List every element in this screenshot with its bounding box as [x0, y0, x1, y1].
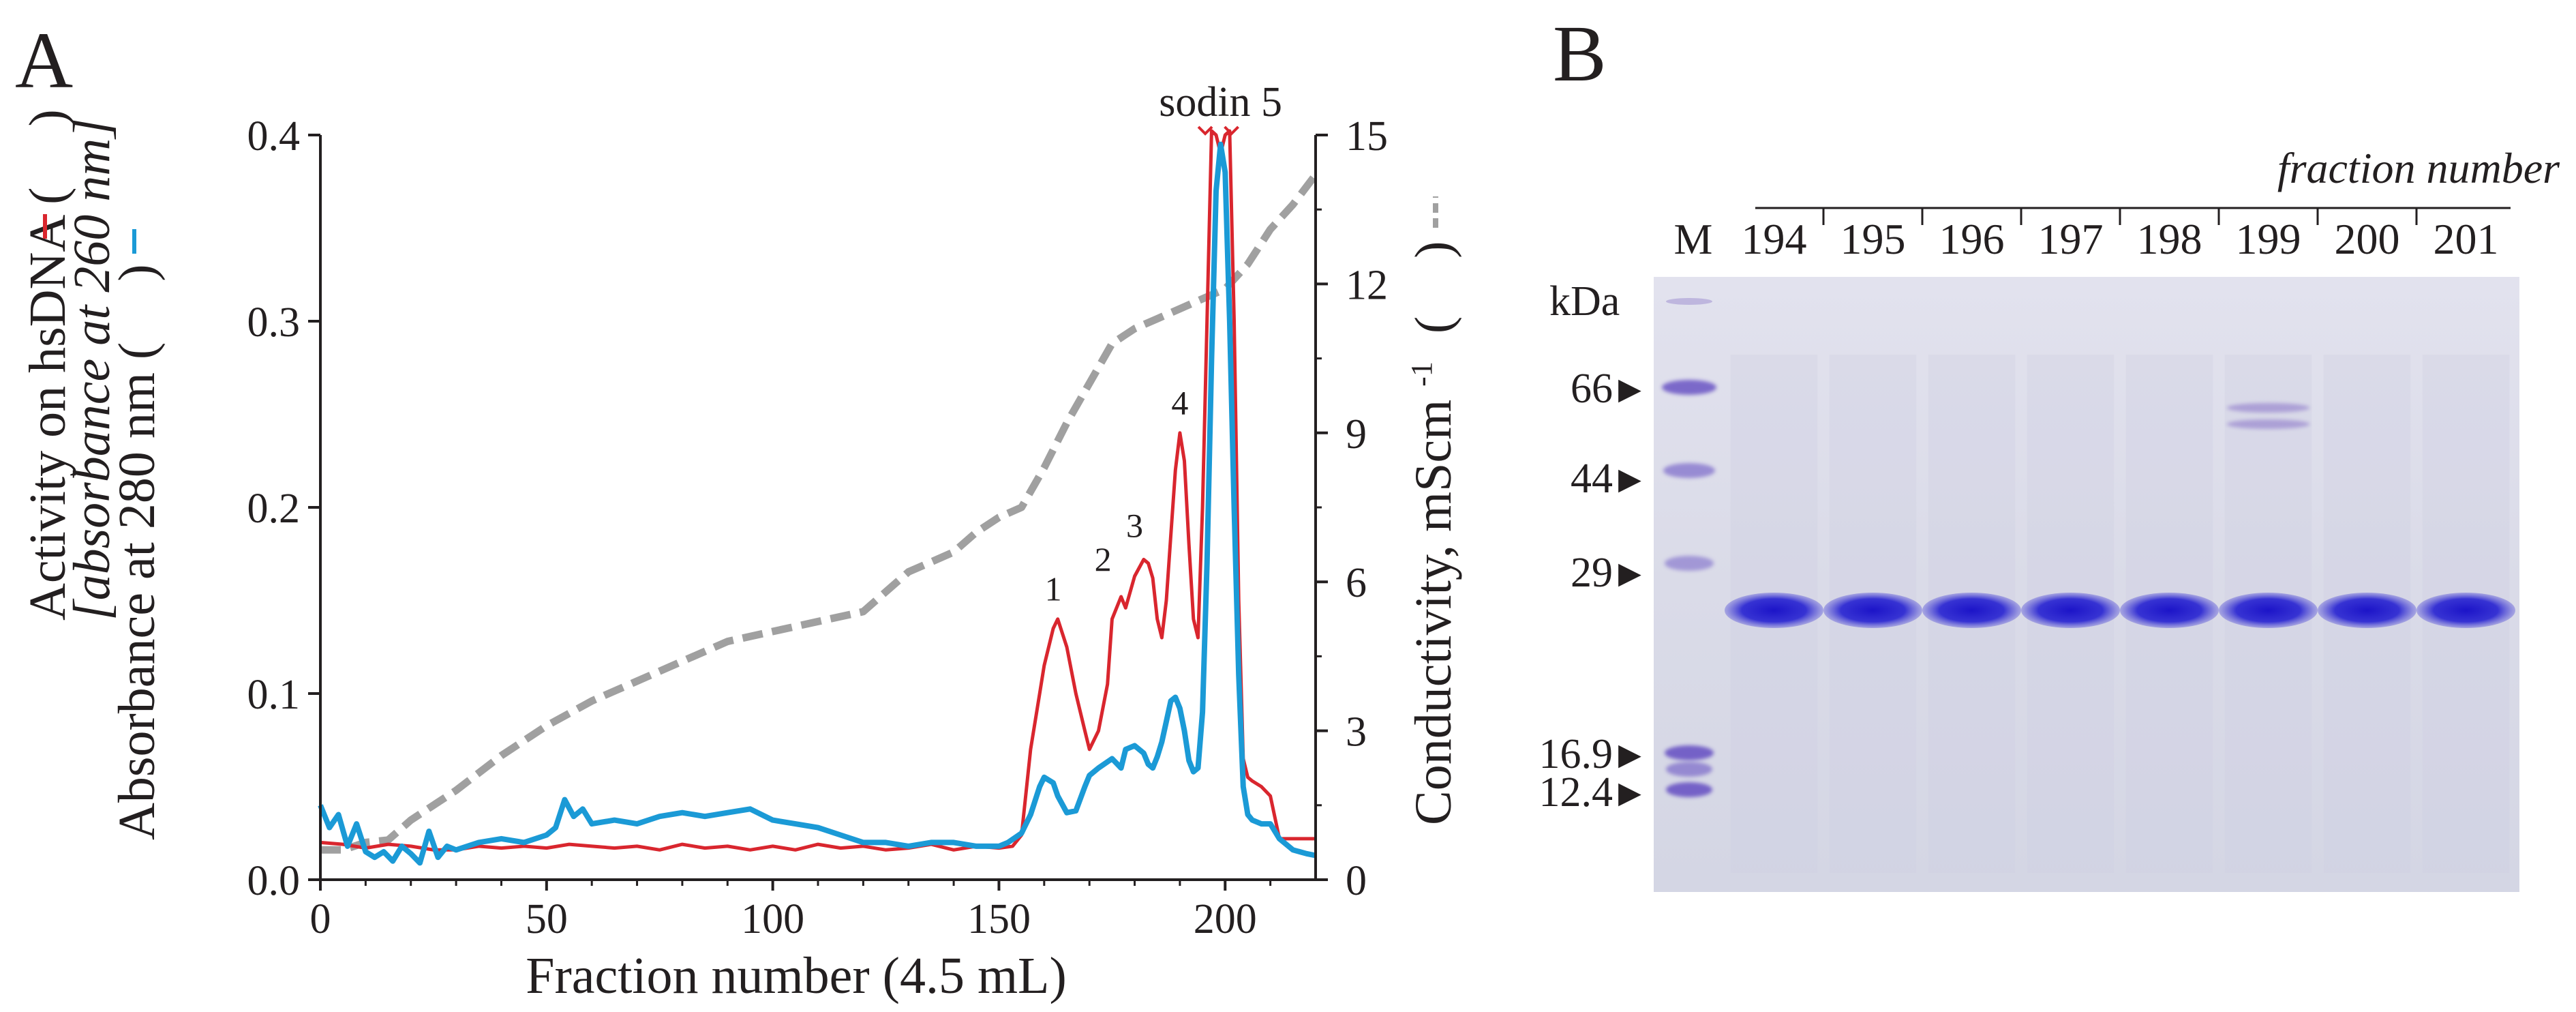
protein-band-197 [2021, 593, 2120, 628]
marker-band-2 [1663, 463, 1715, 478]
panel-b-letter: B [1553, 9, 1607, 98]
marker-lane-label: M [1674, 215, 1713, 263]
faint-band-199-2 [2226, 419, 2310, 429]
left-axis-title-line2: [absorbance at 260 nm] [63, 118, 121, 621]
marker-label-29: 29 [1571, 550, 1613, 596]
right-tick-label: 12 [1346, 262, 1388, 308]
right-axis-title: Conductivity, mScm -1 ( ) [1386, 196, 1462, 825]
x-tick-label: 150 [967, 896, 1031, 942]
panel-a-letter: A [15, 16, 73, 105]
absorbance-280-label-text: Absorbance at 280 nm ( [108, 342, 166, 840]
lane-label-194: 194 [1742, 215, 1807, 263]
absorbance-280-label-close: ) [108, 264, 166, 281]
gel-bands [1662, 298, 2515, 873]
marker-arrow-12.4: ▶ [1618, 776, 1641, 809]
marker-arrow-16.9: ▶ [1618, 738, 1641, 771]
marker-band-1 [1662, 380, 1716, 395]
marker-arrow-66: ▶ [1618, 372, 1641, 406]
peak-label-1: 1 [1045, 570, 1062, 608]
kda-unit-label: kDa [1549, 278, 1620, 325]
x-axis-title: Fraction number (4.5 mL) [526, 947, 1067, 1004]
lane-label-201: 201 [2434, 215, 2499, 263]
lane-label-199: 199 [2236, 215, 2301, 263]
gel-image [1654, 277, 2519, 892]
lane-label-195: 195 [1840, 215, 1906, 263]
protein-band-196 [1922, 593, 2021, 628]
right-tick-label: 9 [1346, 411, 1367, 458]
conductivity-label-close: ) [1405, 241, 1462, 258]
marker-labels: 66 ▶44 ▶29 ▶16.9 ▶12.4 ▶ [1539, 366, 1642, 816]
marker-label-12.4: 12.4 [1539, 769, 1613, 816]
lane-label-200: 200 [2335, 215, 2400, 263]
series-layer [318, 125, 1319, 866]
marker-band-top [1666, 298, 1712, 305]
series-line-activity [320, 129, 1316, 852]
right-tick-label: 0 [1346, 858, 1367, 904]
x-tick-label: 0 [310, 896, 331, 942]
lane-label-196: 196 [1939, 215, 2005, 263]
absorbance-260-label: [absorbance at 260 nm] [63, 118, 121, 621]
conductivity-unit-superscript: -1 [1405, 361, 1438, 387]
marker-label-44: 44 [1571, 456, 1613, 502]
protein-band-194 [1725, 593, 1823, 628]
left-axis-title: Activity on hsDNA ( ) [absorbance at 260… [19, 109, 166, 840]
marker-band-6 [1666, 782, 1712, 797]
conductivity-title: Conductivity, mScm -1 ( ) [1386, 241, 1462, 825]
marker-label-16.9: 16.9 [1539, 731, 1613, 777]
x-tick-label: 50 [526, 896, 568, 942]
panel-a-chart: A 0 50 100 150 200 0.0 0.1 0.2 0.3 0.4 0 3 6 9 12 15 12… [15, 16, 1462, 1004]
panel-b-gel: B fraction number M kDa 194 195 196 197 198 1… [1539, 9, 2560, 892]
marker-band-3 [1665, 556, 1714, 571]
right-tick-label: 3 [1346, 709, 1367, 756]
x-tick-label: 100 [741, 896, 804, 942]
left-axis-title-line1: Activity on hsDNA ( ) [19, 109, 76, 621]
protein-band-195 [1823, 593, 1922, 628]
x-tick-label: 200 [1194, 896, 1257, 942]
activity-label-text: Activity on hsDNA ( [19, 188, 76, 621]
left-tick-label: 0.3 [247, 299, 301, 346]
peak-label-2: 2 [1095, 540, 1112, 578]
left-tick-label: 0.2 [247, 486, 301, 532]
marker-label-66: 66 [1571, 366, 1613, 412]
protein-band-201 [2416, 593, 2515, 628]
protein-band-198 [2120, 593, 2219, 628]
marker-arrow-44: ▶ [1618, 462, 1641, 496]
left-axis-title-line3: Absorbance at 280 nm ( ) [108, 264, 166, 840]
peak-annotations: 123 4 sodin 5 [1045, 79, 1282, 608]
fraction-number-header: fraction number [2277, 144, 2560, 192]
conductivity-label-open: ( [1405, 316, 1462, 333]
peak-label-4: 4 [1171, 384, 1188, 422]
axes-layer: 0 50 100 150 200 0.0 0.1 0.2 0.3 0.4 0 3 6 9 12 15 [247, 113, 1389, 942]
left-tick-label: 0.0 [247, 858, 301, 904]
break-mark-right [1224, 125, 1239, 136]
right-tick-label: 15 [1346, 113, 1388, 160]
marker-arrow-29: ▶ [1618, 556, 1641, 590]
marker-band-5 [1666, 762, 1712, 777]
marker-band-4 [1665, 745, 1714, 760]
series-line-conductivity [320, 172, 1319, 854]
conductivity-label-text: Conductivity, mScm [1405, 400, 1462, 825]
sodin5-label: sodin 5 [1159, 79, 1282, 125]
break-mark-left [1197, 125, 1213, 136]
activity-label-close: ) [19, 109, 76, 126]
left-tick-label: 0.4 [247, 113, 301, 160]
lane-label-198: 198 [2137, 215, 2202, 263]
series-line-absorbance-280 [318, 141, 1316, 866]
left-tick-label: 0.1 [247, 672, 301, 718]
protein-band-200 [2318, 593, 2416, 628]
protein-band-199 [2219, 593, 2318, 628]
lane-labels: 194 195 196 197 198 199 200 201 [1742, 208, 2499, 263]
right-tick-label: 6 [1346, 560, 1367, 606]
lane-label-197: 197 [2038, 215, 2104, 263]
faint-band-199-1 [2226, 403, 2310, 413]
peak-label-3: 3 [1126, 507, 1143, 545]
